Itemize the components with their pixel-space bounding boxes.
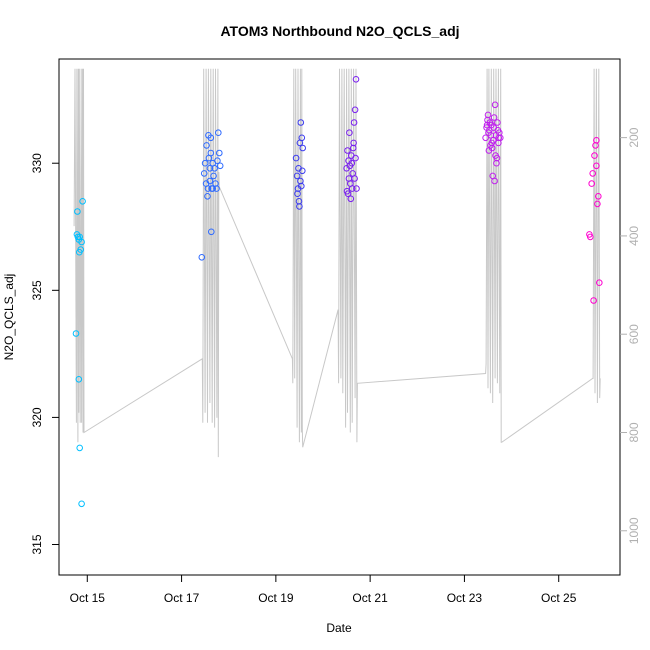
right-tick-label: 600 [627,324,641,344]
y-tick-label: 330 [30,153,44,173]
data-point [299,144,307,152]
data-point [296,203,303,210]
data-point [297,119,305,126]
data-point [207,149,215,157]
data-point [293,172,301,180]
data-point [587,233,594,241]
data-point [215,129,222,136]
data-point [298,134,306,142]
data-point [591,152,598,159]
data-point [596,279,603,287]
y-axis: 315 320 325 330 [30,153,59,555]
right-tick-label: 200 [627,127,641,147]
data-point [204,193,211,200]
data-point [491,101,499,109]
data-point [588,180,596,187]
right-tick-label: 400 [627,226,641,246]
x-axis: Oct 15 Oct 17 Oct 19 Oct 21 Oct 23 Oct 25 [70,575,577,605]
data-point [211,165,218,172]
data-point [482,134,489,142]
altitude-series-line [73,68,601,458]
x-tick-label: Oct 15 [70,591,106,605]
data-point [216,149,223,157]
x-tick-label: Oct 23 [447,591,483,605]
y-tick-label: 320 [30,407,44,427]
data-point [351,106,359,114]
data-point [488,139,496,147]
data-point [595,193,602,200]
data-point [78,238,85,246]
data-point [490,124,498,131]
data-point [351,175,358,182]
data-point [493,159,500,167]
data-point [214,157,221,164]
data-point [198,253,206,261]
right-axis: 200 400 600 800 1000 [620,127,641,544]
chart-title: ATOM3 Northbound N2O_QCLS_adj [220,23,459,39]
data-point [75,376,83,383]
y-tick-label: 325 [30,280,44,300]
data-point [350,139,357,147]
data-point [485,147,493,154]
data-point [593,137,600,144]
data-point [347,195,355,203]
data-point [352,154,359,162]
data-point [348,159,356,167]
data-point [486,119,494,126]
data-point [353,185,360,192]
data-point [200,170,208,177]
data-point [490,114,498,121]
data-point [492,152,499,159]
data-point [292,154,300,162]
data-point [207,134,215,142]
data-point [76,248,83,256]
data-point [208,228,215,236]
data-point [210,172,217,180]
data-point [206,165,214,172]
altitude-line [73,68,601,458]
data-point [350,119,358,126]
data-point [494,119,501,126]
x-tick-label: Oct 25 [541,591,577,605]
data-point [203,142,210,149]
data-points [72,76,603,508]
data-point [216,162,224,170]
right-tick-label: 800 [627,422,641,442]
data-point [294,190,301,197]
data-point [72,330,80,337]
data-point [497,134,504,142]
data-point [76,444,83,452]
plot-frame [58,58,621,576]
data-point [343,187,351,195]
data-point [213,185,220,192]
x-tick-label: Oct 21 [352,591,388,605]
data-point [74,208,81,215]
data-point [594,200,601,208]
x-tick-label: Oct 17 [164,591,200,605]
right-tick-label: 1000 [627,517,641,544]
data-point [352,76,360,83]
x-axis-label: Date [326,621,352,635]
data-point [487,132,495,139]
data-point [201,159,209,167]
data-point [484,111,492,119]
data-point [590,297,597,304]
data-point [206,177,214,185]
data-point [298,182,305,190]
data-point [346,129,353,136]
data-point [209,185,216,192]
x-tick-label: Oct 19 [258,591,294,605]
y-axis-label: N2O_QCLS_adj [2,274,16,361]
data-point [348,185,356,192]
data-point [344,147,351,154]
data-point [78,500,85,508]
data-point [79,198,86,205]
data-point [299,167,306,175]
data-point [491,177,498,185]
data-point [589,170,597,177]
y-tick-label: 315 [30,534,44,554]
data-point [593,162,600,170]
